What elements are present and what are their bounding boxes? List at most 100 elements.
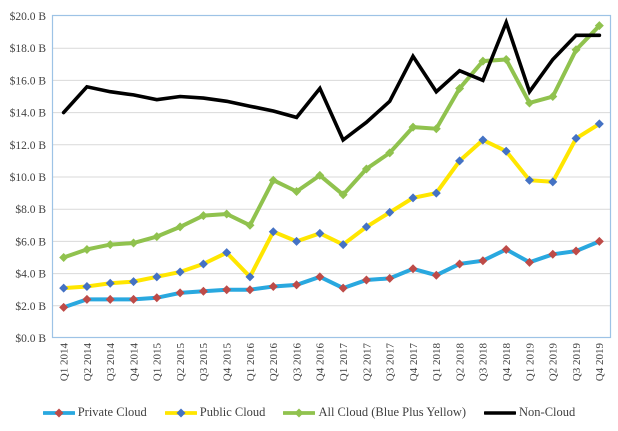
y-axis-label: $18.0 B — [10, 42, 47, 55]
x-axis-label: Q4 2016 — [315, 343, 327, 382]
legend: Private Cloud Public Cloud All Cloud (Blue… — [0, 394, 618, 431]
legend-item-all-cloud-blue-plus-yellow: All Cloud (Blue Plus Yellow) — [283, 405, 466, 420]
series-private-cloud-marker — [292, 280, 302, 290]
series-all-cloud-blue-plus-yellow-marker — [152, 232, 162, 242]
series-all-cloud-blue-plus-yellow-marker — [315, 170, 325, 180]
series-public-cloud-marker — [129, 277, 139, 287]
plot-border — [51, 14, 612, 339]
series-all-cloud-blue-plus-yellow-marker — [338, 190, 348, 200]
series-all-cloud-blue-plus-yellow-marker — [105, 240, 115, 250]
series-all-cloud-blue-plus-yellow-marker — [268, 175, 278, 185]
x-axis-label: Q2 2014 — [82, 343, 94, 382]
series-all-cloud-blue-plus-yellow-marker — [455, 83, 465, 93]
legend-item-public-cloud: Public Cloud — [164, 405, 266, 420]
x-axis-label: Q1 2018 — [431, 343, 443, 382]
y-axis-label: $2.0 B — [15, 300, 46, 313]
x-axis-label: Q3 2018 — [478, 343, 490, 382]
y-axis-label: $20.0 B — [10, 10, 47, 23]
x-axis-label: Q1 2016 — [245, 343, 257, 382]
series-all-cloud-blue-plus-yellow-marker — [571, 45, 581, 55]
series-public-cloud-marker — [315, 228, 325, 238]
series-all-cloud-blue-plus-yellow-marker — [59, 253, 69, 262]
x-axis-label: Q1 2019 — [524, 343, 536, 382]
series-private-cloud-marker — [315, 272, 325, 282]
legend-item-private-cloud: Private Cloud — [42, 405, 147, 420]
private-cloud-legend-sample-icon — [42, 408, 75, 417]
series-all-cloud-blue-plus-yellow-marker — [198, 211, 208, 221]
y-axis-label: $4.0 B — [15, 268, 46, 281]
series-all-cloud-blue-plus-yellow-marker — [478, 56, 488, 66]
series-public-cloud-marker — [548, 177, 558, 187]
series-private-cloud-marker — [59, 302, 69, 312]
x-axis-label: Q2 2019 — [548, 343, 560, 382]
series-all-cloud-blue-plus-yellow-marker — [361, 164, 371, 174]
series-private-cloud-marker — [268, 281, 278, 291]
series-all-cloud-blue-plus-yellow-marker — [408, 122, 418, 132]
series-private-cloud-marker — [548, 249, 558, 259]
series-private-cloud-marker — [385, 273, 395, 283]
y-axis-label: $0.0 B — [15, 332, 46, 345]
series-all-cloud-blue-plus-yellow-marker — [292, 186, 302, 196]
series-non-cloud-line — [61, 17, 602, 143]
x-axis-label: Q3 2015 — [198, 343, 210, 382]
series-all-cloud-blue-plus-yellow-marker — [501, 54, 511, 64]
x-axis-label: Q4 2015 — [222, 343, 234, 382]
y-axis-label: $16.0 B — [10, 74, 47, 87]
x-axis-label: Q3 2019 — [571, 343, 583, 382]
legend-item-non-cloud: Non-Cloud — [484, 405, 575, 420]
series-all-cloud-blue-plus-yellow-marker — [175, 222, 185, 232]
series-all-cloud-blue-plus-yellow-line — [61, 23, 602, 260]
series-private-cloud-marker — [501, 244, 511, 254]
x-axis-label: Q4 2019 — [594, 343, 606, 382]
series-public-cloud-marker — [594, 119, 604, 129]
series-all-cloud-blue-plus-yellow-marker — [524, 98, 534, 108]
series-private-cloud-marker — [175, 288, 185, 298]
all-cloud-blue-plus-yellow-legend-sample-icon — [283, 408, 316, 417]
series-public-cloud-marker — [105, 278, 115, 288]
series-private-cloud-marker — [129, 294, 139, 304]
series-all-cloud-blue-plus-yellow-marker — [222, 209, 232, 219]
series-public-cloud-marker — [198, 259, 208, 269]
series-private-cloud-marker — [571, 246, 581, 256]
x-axis-label: Q2 2015 — [175, 343, 187, 382]
public-cloud-legend-sample-icon — [164, 408, 197, 417]
x-axis-label: Q4 2014 — [128, 343, 140, 382]
y-axis-label: $14.0 B — [10, 107, 47, 120]
series-public-cloud-marker — [361, 222, 371, 232]
series-private-cloud-marker — [338, 283, 348, 293]
series-public-cloud-marker — [268, 227, 278, 237]
y-axis-label: $10.0 B — [10, 171, 47, 184]
y-axis-label: $6.0 B — [15, 235, 46, 248]
series-private-cloud-line — [61, 239, 602, 310]
series-private-cloud-marker — [361, 275, 371, 285]
series-private-cloud-marker — [408, 264, 418, 274]
series-private-cloud-marker — [82, 294, 92, 304]
x-axis-label: Q3 2016 — [291, 343, 303, 382]
line-chart-canvas: $0.0 B $2.0 B $4.0 B $6.0 B $8.0 B $10.0 B $12… — [10, 10, 612, 382]
series-all-cloud-blue-plus-yellow-marker — [431, 124, 441, 134]
legend-label: Private Cloud — [77, 405, 147, 419]
y-axis-label: $8.0 B — [15, 203, 46, 216]
series-private-cloud-marker — [105, 294, 115, 304]
series-public-cloud-marker — [455, 156, 465, 166]
series-all-cloud-blue-plus-yellow-marker — [548, 92, 558, 101]
series-private-cloud-marker — [478, 256, 488, 266]
legend-label: Public Cloud — [199, 405, 266, 419]
series-public-cloud-marker — [175, 267, 185, 277]
series-all-cloud-blue-plus-yellow-marker — [594, 21, 604, 31]
x-axis-label: Q2 2018 — [454, 343, 466, 382]
x-axis-label: Q4 2018 — [501, 343, 513, 382]
series-public-cloud-marker — [152, 272, 162, 282]
series-all-cloud-blue-plus-yellow-marker — [245, 220, 255, 230]
series-public-cloud-marker — [245, 272, 255, 282]
series-public-cloud-line — [61, 121, 602, 291]
x-axis-label: Q2 2016 — [268, 343, 280, 382]
series-all-cloud-blue-plus-yellow-marker — [82, 244, 92, 254]
x-axis-label: Q1 2017 — [338, 343, 350, 382]
series-private-cloud-marker — [455, 259, 465, 269]
series-private-cloud-marker — [594, 236, 604, 246]
series-public-cloud-marker — [385, 207, 395, 217]
series-public-cloud-marker — [59, 283, 69, 293]
series-public-cloud-marker — [501, 146, 511, 156]
series-public-cloud-marker — [571, 133, 581, 143]
